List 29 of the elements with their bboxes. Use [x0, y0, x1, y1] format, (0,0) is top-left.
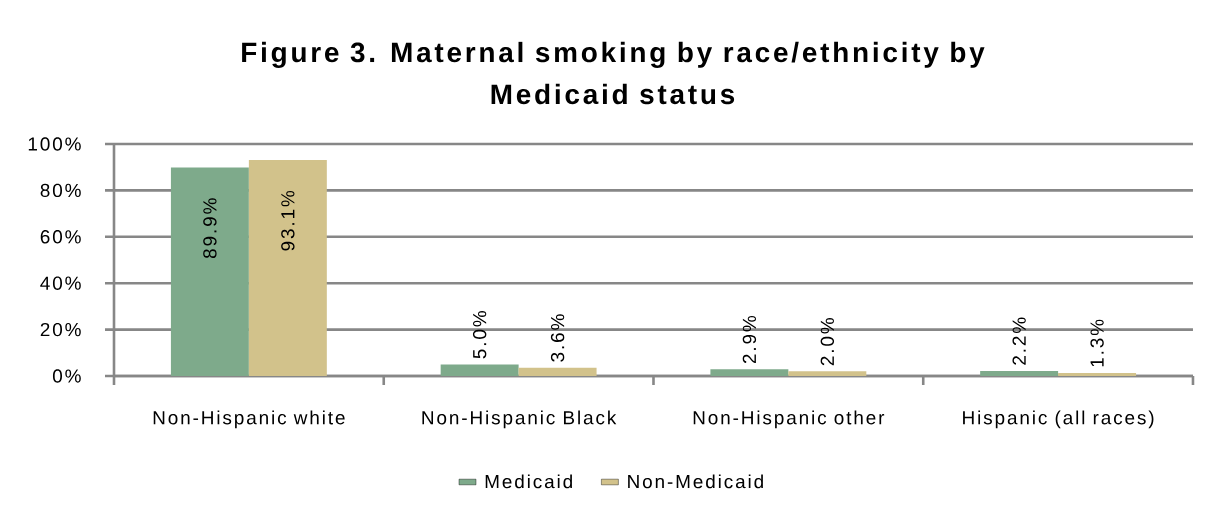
y-tick-label: 60% — [40, 230, 81, 244]
legend-label: Medicaid — [485, 474, 572, 489]
data-label: 2.0% — [820, 318, 835, 366]
y-tick-label: 80% — [40, 183, 81, 198]
data-label: 5.0% — [472, 311, 487, 359]
x-tick-label: Non-Hispanic white — [153, 410, 345, 429]
y-tick-label: 0% — [52, 369, 81, 383]
bar — [518, 367, 597, 376]
x-tick-label: Non-Hispanic Black — [422, 410, 617, 429]
bar — [980, 370, 1059, 376]
bar — [170, 167, 249, 376]
chart-title: Figure 3. Maternal smoking by race/ethnicity by Medicaid status — [242, 41, 985, 105]
x-tick-label: Non-Hispanic other — [693, 410, 885, 429]
data-label: 2.2% — [1012, 317, 1026, 365]
data-label: 3.6% — [550, 314, 565, 362]
bar — [710, 369, 789, 376]
bar — [248, 160, 327, 376]
data-label: 93.1% — [281, 190, 295, 251]
legend-label: Non-Medicaid — [628, 474, 763, 489]
data-label: 2.9% — [742, 315, 757, 364]
bar — [1058, 372, 1137, 376]
y-tick-label: 20% — [40, 322, 81, 337]
data-label: 1.3% — [1090, 319, 1104, 367]
y-tick-label: 100% — [28, 137, 81, 151]
y-tick-label: 40% — [40, 276, 81, 290]
x-tick-label: Hispanic (all races) — [963, 410, 1154, 429]
bar — [788, 371, 867, 376]
bar — [440, 364, 519, 376]
data-label: 89.9% — [203, 198, 217, 259]
